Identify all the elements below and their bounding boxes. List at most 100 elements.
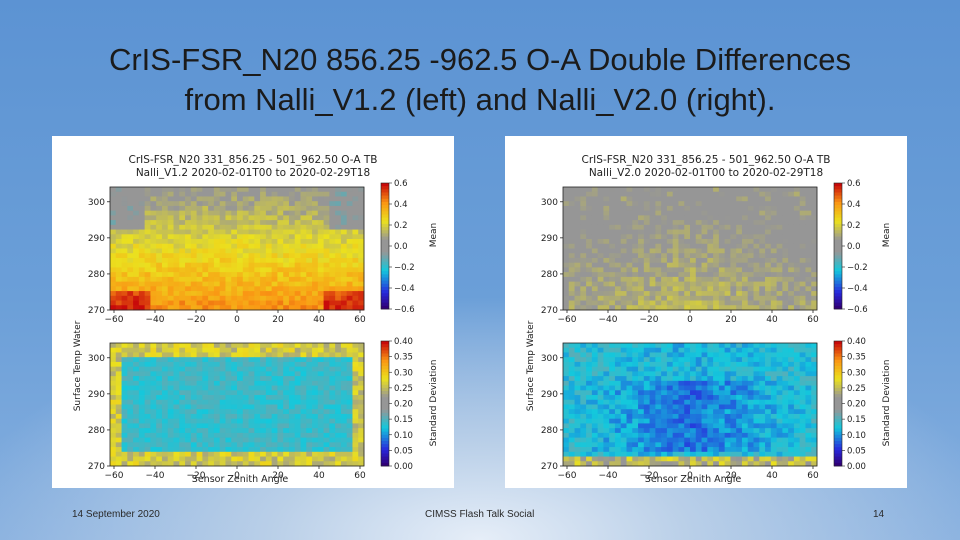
y-tick-label: 280: [541, 426, 558, 436]
x-tick-label: 60: [354, 315, 366, 325]
x-tick-label: 20: [272, 315, 284, 325]
colorbar-tick-label: 0.15: [394, 415, 413, 425]
colorbar-tick-label: 0.40: [394, 337, 413, 347]
figure-right-svg: 0.6 0.4 0.2 0.0 −0.2 −0.4 −0.6 0.40 0.35 0.30 0.2…: [526, 154, 892, 485]
x-tick-label: 0: [687, 471, 693, 481]
y-tick-label: 280: [541, 270, 558, 280]
mean-colorbar: 0.6 0.4 0.2 0.0 −0.2 −0.4 −0.6: [833, 179, 868, 315]
x-tick-label: −20: [640, 471, 659, 481]
x-tick-label: −40: [146, 315, 165, 325]
y-tick-label: 280: [88, 270, 105, 280]
y-tick-label: 270: [541, 462, 558, 472]
std-colorbar-label: Standard Deviation: [882, 360, 892, 447]
y-axis-label: Surface Temp Water: [526, 320, 536, 411]
colorbar-tick-label: 0.00: [394, 462, 413, 472]
colorbar-tick-label: 0.05: [847, 446, 866, 456]
colorbar-tick-label: −0.2: [394, 263, 415, 273]
colorbar-tick-label: 0.0: [394, 242, 408, 252]
colorbar-tick-label: −0.6: [847, 305, 868, 315]
y-tick-label: 270: [88, 306, 105, 316]
x-tick-label: −20: [187, 471, 206, 481]
x-tick-label: −60: [558, 315, 577, 325]
colorbar-tick-label: −0.4: [394, 284, 415, 294]
x-tick-label: −20: [187, 315, 206, 325]
colorbar-tick-label: 0.25: [847, 384, 866, 394]
mean-heatmap: [110, 187, 365, 311]
colorbar-tick-label: 0.20: [847, 400, 866, 410]
colorbar-tick-label: 0.2: [394, 221, 408, 231]
page-number: 14: [873, 509, 885, 520]
colorbar-tick-label: 0.2: [847, 221, 861, 231]
x-tick-label: −40: [146, 471, 165, 481]
figure-left: 0.6 0.4 0.2 0.0 −0.2 −0.4 −0.6 0.40 0.35 0.30 0.2…: [52, 136, 454, 488]
y-tick-label: 270: [88, 462, 105, 472]
colorbar-tick-label: 0.40: [847, 337, 866, 347]
colorbar-tick-label: −0.2: [847, 263, 868, 273]
x-tick-label: −60: [105, 471, 124, 481]
x-tick-label: 20: [725, 315, 737, 325]
x-tick-label: 40: [313, 471, 325, 481]
colorbar-tick-label: 0.15: [847, 415, 866, 425]
slide-title-line1: CrIS-FSR_N20 856.25 -962.5 O-A Double Di…: [108, 42, 852, 77]
x-axis-label: Sensor Zenith Angle: [192, 474, 289, 485]
x-tick-label: 0: [234, 315, 240, 325]
colorbar-tick-label: 0.30: [847, 368, 866, 378]
colorbar-tick-label: −0.4: [847, 284, 868, 294]
y-axis-label: Surface Temp Water: [73, 320, 83, 411]
colorbar-tick-label: −0.6: [394, 305, 415, 315]
footer-date: 14 September 2020: [72, 509, 160, 520]
y-tick-label: 300: [88, 198, 105, 208]
x-tick-label: 60: [354, 471, 366, 481]
colorbar-tick-label: 0.35: [847, 353, 866, 363]
x-tick-label: 20: [725, 471, 737, 481]
figure-title-line1: CrIS-FSR_N20 331_856.25 - 501_962.50 O-A…: [582, 154, 831, 166]
colorbar-tick-label: 0.0: [847, 242, 861, 252]
x-tick-label: 0: [687, 315, 693, 325]
colorbar-tick-label: 0.25: [394, 384, 413, 394]
y-tick-label: 270: [541, 306, 558, 316]
std-heatmap: [110, 343, 365, 467]
colorbar-tick-label: 0.05: [394, 446, 413, 456]
x-tick-label: −60: [105, 315, 124, 325]
y-tick-label: 300: [88, 354, 105, 364]
slide-title: CrIS-FSR_N20 856.25 -962.5 O-A Double Di…: [0, 40, 960, 120]
x-tick-label: −20: [640, 315, 659, 325]
x-tick-label: 60: [807, 471, 819, 481]
colorbar-tick-label: 0.35: [394, 353, 413, 363]
x-tick-label: −40: [599, 315, 618, 325]
colorbar-tick-label: 0.20: [394, 400, 413, 410]
figure-left-svg: 0.6 0.4 0.2 0.0 −0.2 −0.4 −0.6 0.40 0.35 0.30 0.2…: [73, 154, 439, 485]
colorbar-tick-label: 0.30: [394, 368, 413, 378]
x-tick-label: 40: [313, 315, 325, 325]
x-tick-label: 0: [234, 471, 240, 481]
y-tick-label: 280: [88, 426, 105, 436]
x-tick-label: 40: [766, 315, 778, 325]
figure-right: 0.6 0.4 0.2 0.0 −0.2 −0.4 −0.6 0.40 0.35 0.30 0.2…: [505, 136, 907, 488]
mean-colorbar: 0.6 0.4 0.2 0.0 −0.2 −0.4 −0.6: [380, 179, 415, 315]
y-tick-label: 290: [541, 234, 558, 244]
x-tick-label: 20: [272, 471, 284, 481]
mean-heatmap: [563, 187, 818, 311]
y-tick-label: 290: [88, 390, 105, 400]
x-tick-label: 60: [807, 315, 819, 325]
footer-center: CIMSS Flash Talk Social: [425, 509, 535, 520]
x-axis-label: Sensor Zenith Angle: [645, 474, 742, 485]
y-tick-label: 290: [541, 390, 558, 400]
mean-colorbar-label: Mean: [429, 223, 439, 248]
std-colorbar: 0.40 0.35 0.30 0.25 0.20 0.15 0.10 0.05 0.00: [833, 337, 866, 472]
y-tick-label: 300: [541, 354, 558, 364]
colorbar-tick-label: 0.10: [847, 431, 866, 441]
colorbar-tick-label: 0.10: [394, 431, 413, 441]
std-heatmap: [563, 343, 818, 467]
colorbar-tick-label: 0.4: [394, 200, 408, 210]
figure-title-line2: Nalli_V1.2 2020-02-01T00 to 2020-02-29T1…: [136, 167, 370, 179]
colorbar-tick-label: 0.4: [847, 200, 861, 210]
colorbar-tick-label: 0.6: [394, 179, 408, 189]
figure-title-line2: Nalli_V2.0 2020-02-01T00 to 2020-02-29T1…: [589, 167, 823, 179]
colorbar-tick-label: 0.00: [847, 462, 866, 472]
x-tick-label: −40: [599, 471, 618, 481]
slide-title-line2: from Nalli_V1.2 (left) and Nalli_V2.0 (r…: [184, 82, 776, 117]
mean-colorbar-label: Mean: [882, 223, 892, 248]
std-colorbar: 0.40 0.35 0.30 0.25 0.20 0.15 0.10 0.05 0.00: [380, 337, 413, 472]
colorbar-tick-label: 0.6: [847, 179, 861, 189]
